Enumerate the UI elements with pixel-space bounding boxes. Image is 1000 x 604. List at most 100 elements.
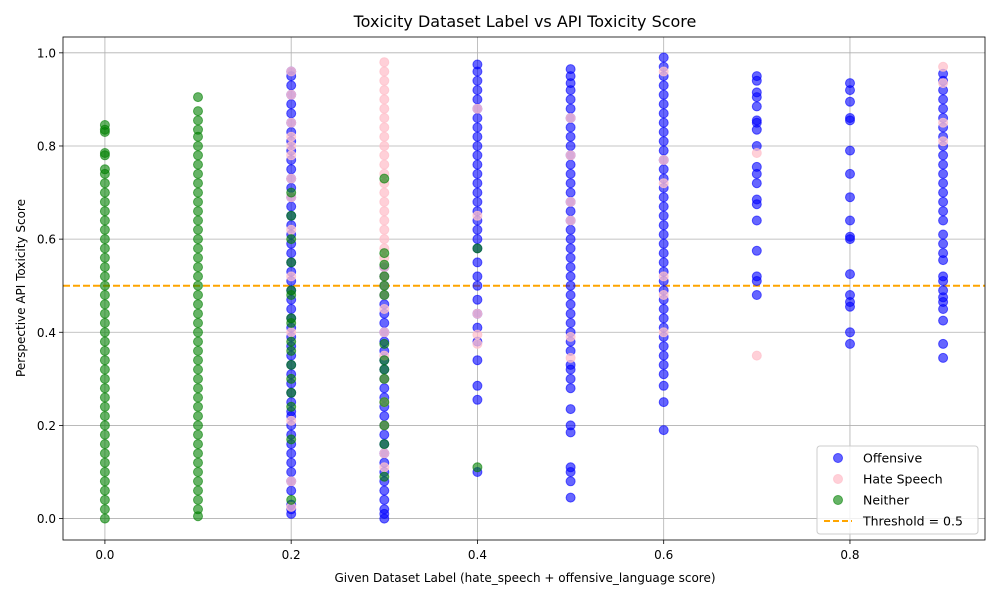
point-neither [472,243,483,254]
point-offensive [565,206,576,217]
point-neither [99,206,110,217]
x-axis-ticks: 0.0 0.2 0.4 0.6 0.8 [95,540,860,562]
point-neither [379,248,390,259]
y-tick-label: 0.4 [37,326,56,340]
point-neither [99,383,110,394]
point-hate-speech [286,327,297,338]
point-neither [193,271,203,282]
point-neither [379,471,390,482]
point-neither [99,513,110,524]
point-offensive [938,94,949,105]
point-neither [379,290,390,300]
point-offensive [751,271,762,282]
point-neither [286,336,297,347]
point-hate-speech [565,331,576,342]
point-offensive [565,290,576,300]
point-offensive [286,485,297,496]
point-neither [286,434,297,445]
point-offensive [565,280,576,291]
point-neither [472,462,483,473]
point-offensive [286,467,297,477]
point-neither [99,504,110,515]
point-offensive [379,494,390,505]
point-neither [193,262,203,273]
point-neither [99,148,110,158]
point-hate-speech [379,75,390,86]
point-neither [99,243,110,254]
point-offensive [565,178,576,189]
point-offensive [658,229,669,240]
point-neither [379,420,390,431]
point-neither [99,411,110,422]
point-offensive [472,234,483,245]
point-neither [99,429,110,440]
point-offensive [286,248,297,259]
point-hate-speech [751,350,762,361]
point-neither [193,106,203,117]
point-offensive [472,355,483,366]
point-offensive [472,257,483,268]
point-hate-speech [379,224,390,235]
plot-area-frame [62,36,986,541]
point-hate-speech [472,210,483,221]
point-offensive [658,201,669,212]
point-hate-speech [379,66,390,77]
point-offensive [472,380,483,391]
point-offensive [845,145,855,156]
point-offensive [565,159,576,170]
point-offensive [845,168,855,179]
point-offensive [565,168,576,179]
legend-box [816,445,979,535]
point-offensive [472,141,483,151]
point-neither [99,215,110,226]
point-offensive [565,94,576,105]
point-offensive [565,462,576,473]
point-neither [193,290,203,300]
point-hate-speech [379,122,390,133]
point-offensive [658,108,669,119]
y-tick-label: 0.2 [37,419,56,433]
point-neither [193,159,203,170]
point-hate-speech [379,57,390,68]
y-tick-label: 0.6 [37,233,56,247]
point-neither [193,243,203,254]
y-tick-label: 1.0 [37,46,56,60]
point-hate-speech [565,352,576,363]
point-offensive [938,285,949,296]
point-hate-speech [286,66,297,77]
point-offensive [379,504,390,515]
point-offensive [286,108,297,119]
point-offensive [286,164,297,175]
point-offensive [286,201,297,212]
point-neither [193,439,203,450]
point-offensive [938,338,949,349]
point-offensive [751,245,762,256]
point-offensive [658,117,669,128]
point-hate-speech [658,155,669,165]
point-neither [99,178,110,189]
point-neither [99,271,110,282]
point-offensive [472,280,483,291]
point-offensive [658,313,669,324]
point-offensive [658,341,669,352]
point-neither [193,234,203,245]
point-offensive [658,350,669,361]
point-hate-speech [379,448,390,459]
y-tick-label: 0.8 [37,139,56,153]
point-offensive [658,99,669,110]
point-neither [193,504,203,515]
point-offensive [565,318,576,328]
point-offensive [938,248,949,259]
point-hate-speech [286,117,297,128]
point-offensive [472,150,483,161]
point-offensive [565,131,576,142]
point-offensive [472,113,483,123]
point-offensive [472,75,483,86]
point-hate-speech [379,327,390,338]
legend-label-neither: Neither [863,493,910,508]
point-offensive [379,485,390,496]
point-neither [193,448,203,459]
point-neither [193,196,203,207]
legend-label-offensive: Offensive [863,451,922,466]
point-hate-speech [286,271,297,282]
